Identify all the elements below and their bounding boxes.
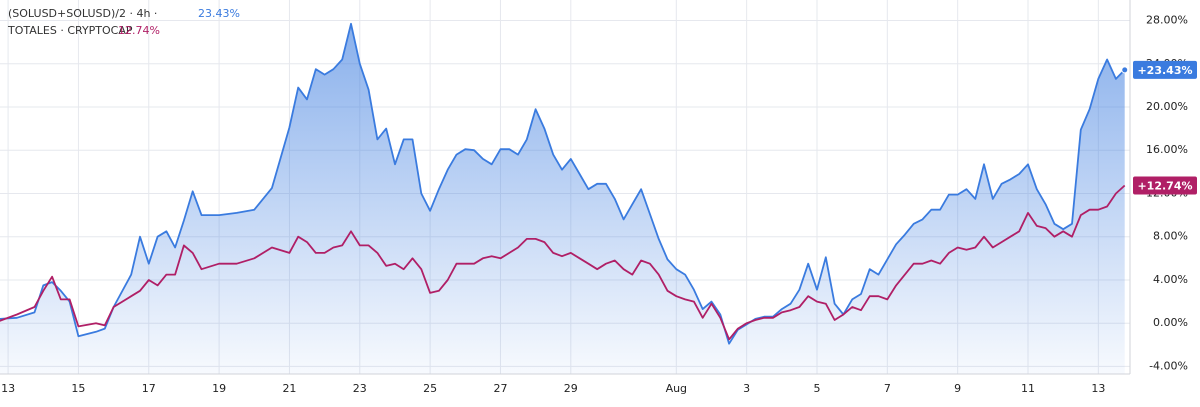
x-tick-label: 9: [954, 382, 961, 395]
value-badge-label: +23.43%: [1137, 64, 1192, 77]
x-tick-label: 5: [813, 382, 820, 395]
x-tick-label: 29: [564, 382, 578, 395]
x-tick-label: 19: [212, 382, 226, 395]
axes: 28.00%24.00%20.00%16.00%12.00%8.00%4.00%…: [0, 0, 1197, 395]
series-line: [0, 184, 1126, 341]
y-tick-label: -4.00%: [1149, 359, 1188, 372]
legend-label: TOTALES · CRYPTOCAP: [7, 24, 133, 37]
last-point: [1121, 66, 1129, 74]
legend-label: (SOLUSD+SOLUSD)/2 · 4h ·: [8, 7, 157, 20]
x-tick-label: 15: [71, 382, 85, 395]
legend-value: 12.74%: [118, 24, 160, 37]
x-tick-label: 13: [1, 382, 15, 395]
x-tick-label: 21: [282, 382, 296, 395]
y-tick-label: 4.00%: [1153, 273, 1188, 286]
x-tick-label: 11: [1021, 382, 1035, 395]
x-tick-label: 27: [493, 382, 507, 395]
y-tick-label: 0.00%: [1153, 316, 1188, 329]
y-tick-label: 8.00%: [1153, 230, 1188, 243]
value-badge: [1133, 60, 1197, 79]
x-tick-label: 3: [743, 382, 750, 395]
legend-value: 23.43%: [198, 7, 240, 20]
y-tick-label: 16.00%: [1146, 143, 1188, 156]
value-badge: [1133, 176, 1197, 195]
y-tick-label: 28.00%: [1146, 14, 1188, 27]
x-tick-label: 17: [142, 382, 156, 395]
value-badge-label: +12.74%: [1137, 179, 1192, 192]
x-tick-label: 23: [353, 382, 367, 395]
series-line: [0, 22, 1126, 345]
area-fill: [0, 23, 1125, 374]
x-tick-label: 25: [423, 382, 437, 395]
plot-area: [0, 22, 1129, 374]
y-tick-label: 20.00%: [1146, 100, 1188, 113]
x-tick-label: Aug: [666, 382, 687, 395]
x-tick-label: 7: [884, 382, 891, 395]
x-tick-label: 13: [1091, 382, 1105, 395]
